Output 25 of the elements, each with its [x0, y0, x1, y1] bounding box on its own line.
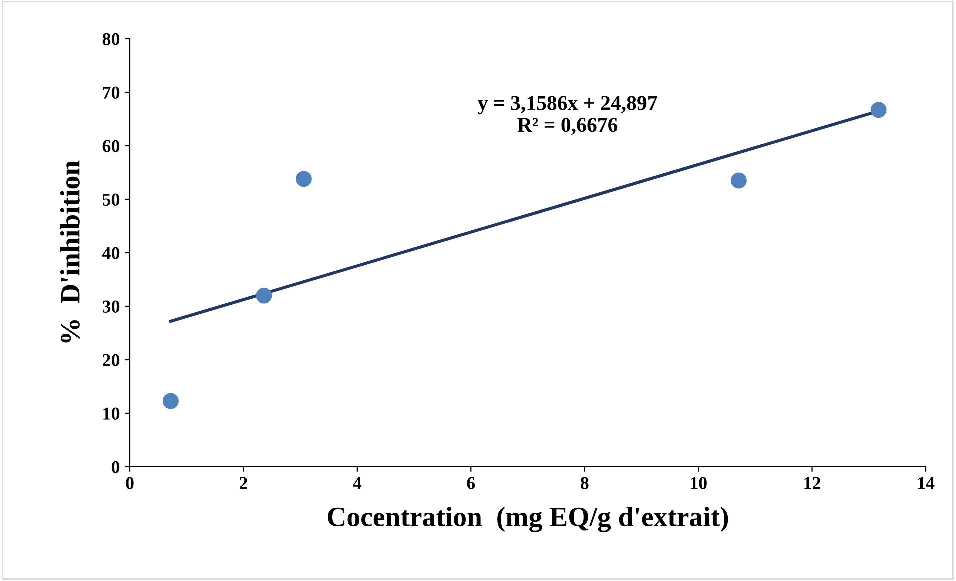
x-tick-label: 10 — [690, 477, 707, 490]
y-tick-label: 40 — [102, 247, 120, 260]
x-tick-label: 6 — [467, 477, 476, 490]
x-tick-label: 2 — [240, 477, 248, 490]
x-tick-label: 4 — [353, 477, 362, 490]
y-tick-label: 20 — [102, 354, 120, 366]
x-axis-title: Cocentration (mg EQ/g d'extrait) — [328, 506, 728, 532]
y-tick-label: 60 — [102, 140, 120, 152]
x-tick-label: 12 — [804, 477, 821, 490]
y-tick-label: 80 — [102, 33, 120, 46]
point — [870, 102, 887, 118]
x-tick-label: 8 — [580, 477, 589, 490]
point — [730, 172, 747, 189]
point — [162, 393, 179, 410]
y-tick-label: 70 — [103, 86, 120, 99]
y-axis-title: % D'inhibition — [60, 160, 80, 343]
annotation: y = 3,1586x + 24,897 R² = 0,6676 — [478, 96, 658, 136]
y-tick-label: 30 — [102, 300, 120, 313]
point — [256, 288, 272, 304]
y-tick-label: 50 — [102, 194, 120, 206]
y-tick-label: 0 — [112, 461, 120, 474]
point — [296, 171, 312, 188]
x-tick-label: 0 — [126, 477, 134, 490]
y-tick-label: 10 — [104, 408, 120, 420]
x-tick-label: 14 — [918, 477, 935, 490]
